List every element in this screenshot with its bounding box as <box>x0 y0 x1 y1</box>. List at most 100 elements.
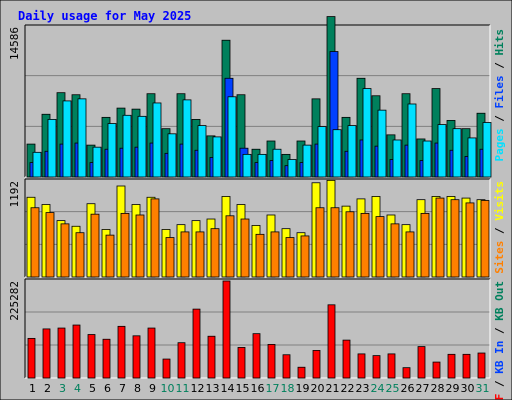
bar-kbf <box>87 334 96 379</box>
bar-pages <box>107 123 117 178</box>
bar-kbf <box>132 335 141 379</box>
x-tick-label: 11 <box>176 382 190 395</box>
y-max-label: 225282 <box>8 281 21 321</box>
y-max-label: 14586 <box>8 27 21 60</box>
bar-kbf <box>417 346 426 379</box>
bar-kbf <box>297 366 306 379</box>
legend-entry: / <box>493 374 506 394</box>
x-tick-label: 15 <box>236 382 250 395</box>
bar-kbf <box>432 361 441 379</box>
bar-kbf <box>177 342 186 379</box>
x-tick-label: 6 <box>104 382 111 395</box>
bar-sites <box>405 231 415 278</box>
bar-kbf <box>117 325 126 379</box>
x-tick-label: 23 <box>356 382 370 395</box>
bar-sites <box>240 218 250 278</box>
bar-sites <box>465 202 475 278</box>
legend-entry: KB F <box>493 394 506 400</box>
bar-kbf <box>237 347 246 379</box>
bar-pages <box>482 122 492 178</box>
bar-kbf <box>447 353 456 379</box>
x-tick-label: 16 <box>251 382 265 395</box>
x-tick-label: 12 <box>191 382 205 395</box>
legend-entry: / <box>493 221 506 241</box>
bar-sites <box>225 215 235 278</box>
bar-pages <box>122 114 132 178</box>
x-tick-label: 24 <box>371 382 385 395</box>
legend-entry: Files <box>493 75 506 108</box>
bar-kbf <box>27 337 36 379</box>
bar-sites <box>150 198 160 278</box>
bar-sites <box>105 234 115 278</box>
bar-pages <box>77 98 87 178</box>
bar-kbf <box>57 327 66 379</box>
bar-sites <box>360 212 370 278</box>
bar-pages <box>362 88 372 178</box>
bar-sites <box>450 199 460 278</box>
bar-pages <box>437 124 447 178</box>
x-tick-label: 31 <box>476 382 490 395</box>
bar-sites <box>420 212 430 278</box>
bar-sites <box>300 235 310 278</box>
legend-visits-sites: Sites / Visits <box>493 181 506 274</box>
bar-kbf <box>477 352 486 379</box>
bar-pages <box>347 125 357 178</box>
bar-kbf <box>102 338 111 379</box>
bar-sites <box>375 216 385 278</box>
bar-kbf <box>162 358 171 379</box>
bar-sites <box>345 211 355 278</box>
x-tick-label: 30 <box>461 382 475 395</box>
chart-title: Daily usage for May 2025 <box>18 9 191 23</box>
bar-sites <box>135 214 145 278</box>
legend-hits-files-pages: Pages / Files / Hits <box>493 29 506 162</box>
x-tick-label: 7 <box>119 382 126 395</box>
bar-sites <box>45 212 55 278</box>
bar-sites <box>120 212 130 278</box>
bar-kbf <box>282 354 291 379</box>
bar-sites <box>165 237 175 278</box>
bar-kbf <box>192 308 201 379</box>
bar-pages <box>242 153 252 178</box>
bar-kbf <box>72 324 81 379</box>
bar-pages <box>257 153 267 178</box>
x-tick-label: 25 <box>386 382 400 395</box>
bar-pages <box>392 139 402 178</box>
bar-pages <box>47 119 57 178</box>
bar-kbf <box>372 355 381 379</box>
x-tick-label: 28 <box>431 382 445 395</box>
x-tick-label: 1 <box>29 382 36 395</box>
bar-pages <box>32 151 42 178</box>
bar-kbf <box>207 335 216 379</box>
x-tick-label: 18 <box>281 382 295 395</box>
legend-entry: Sites <box>493 241 506 274</box>
bar-pages <box>377 109 387 178</box>
bar-pages <box>302 144 312 178</box>
bar-sites <box>195 231 205 278</box>
x-tick-label: 10 <box>161 382 175 395</box>
y-max-label: 1192 <box>8 181 21 208</box>
bar-pages <box>332 129 342 178</box>
bar-pages <box>407 103 417 178</box>
legend-entry: Hits <box>493 29 506 56</box>
bar-pages <box>272 148 282 178</box>
bar-kbf <box>222 280 231 379</box>
bar-sites <box>75 232 85 278</box>
bar-pages <box>452 128 462 178</box>
bar-pages <box>317 126 327 178</box>
x-tick-label: 21 <box>326 382 340 395</box>
bar-sites <box>480 200 490 278</box>
bar-kbf <box>147 327 156 379</box>
bar-kbf <box>402 367 411 379</box>
x-tick-label: 29 <box>446 382 460 395</box>
bar-sites <box>30 207 40 278</box>
bar-pages <box>167 133 177 178</box>
bar-pages <box>197 125 207 178</box>
legend-entry: / <box>493 109 506 129</box>
bar-kbf <box>357 353 366 379</box>
bar-sites <box>435 197 445 278</box>
bar-kbf <box>462 353 471 379</box>
bar-kbf <box>327 304 336 379</box>
bar-sites <box>210 228 220 278</box>
bar-sites <box>90 213 100 278</box>
